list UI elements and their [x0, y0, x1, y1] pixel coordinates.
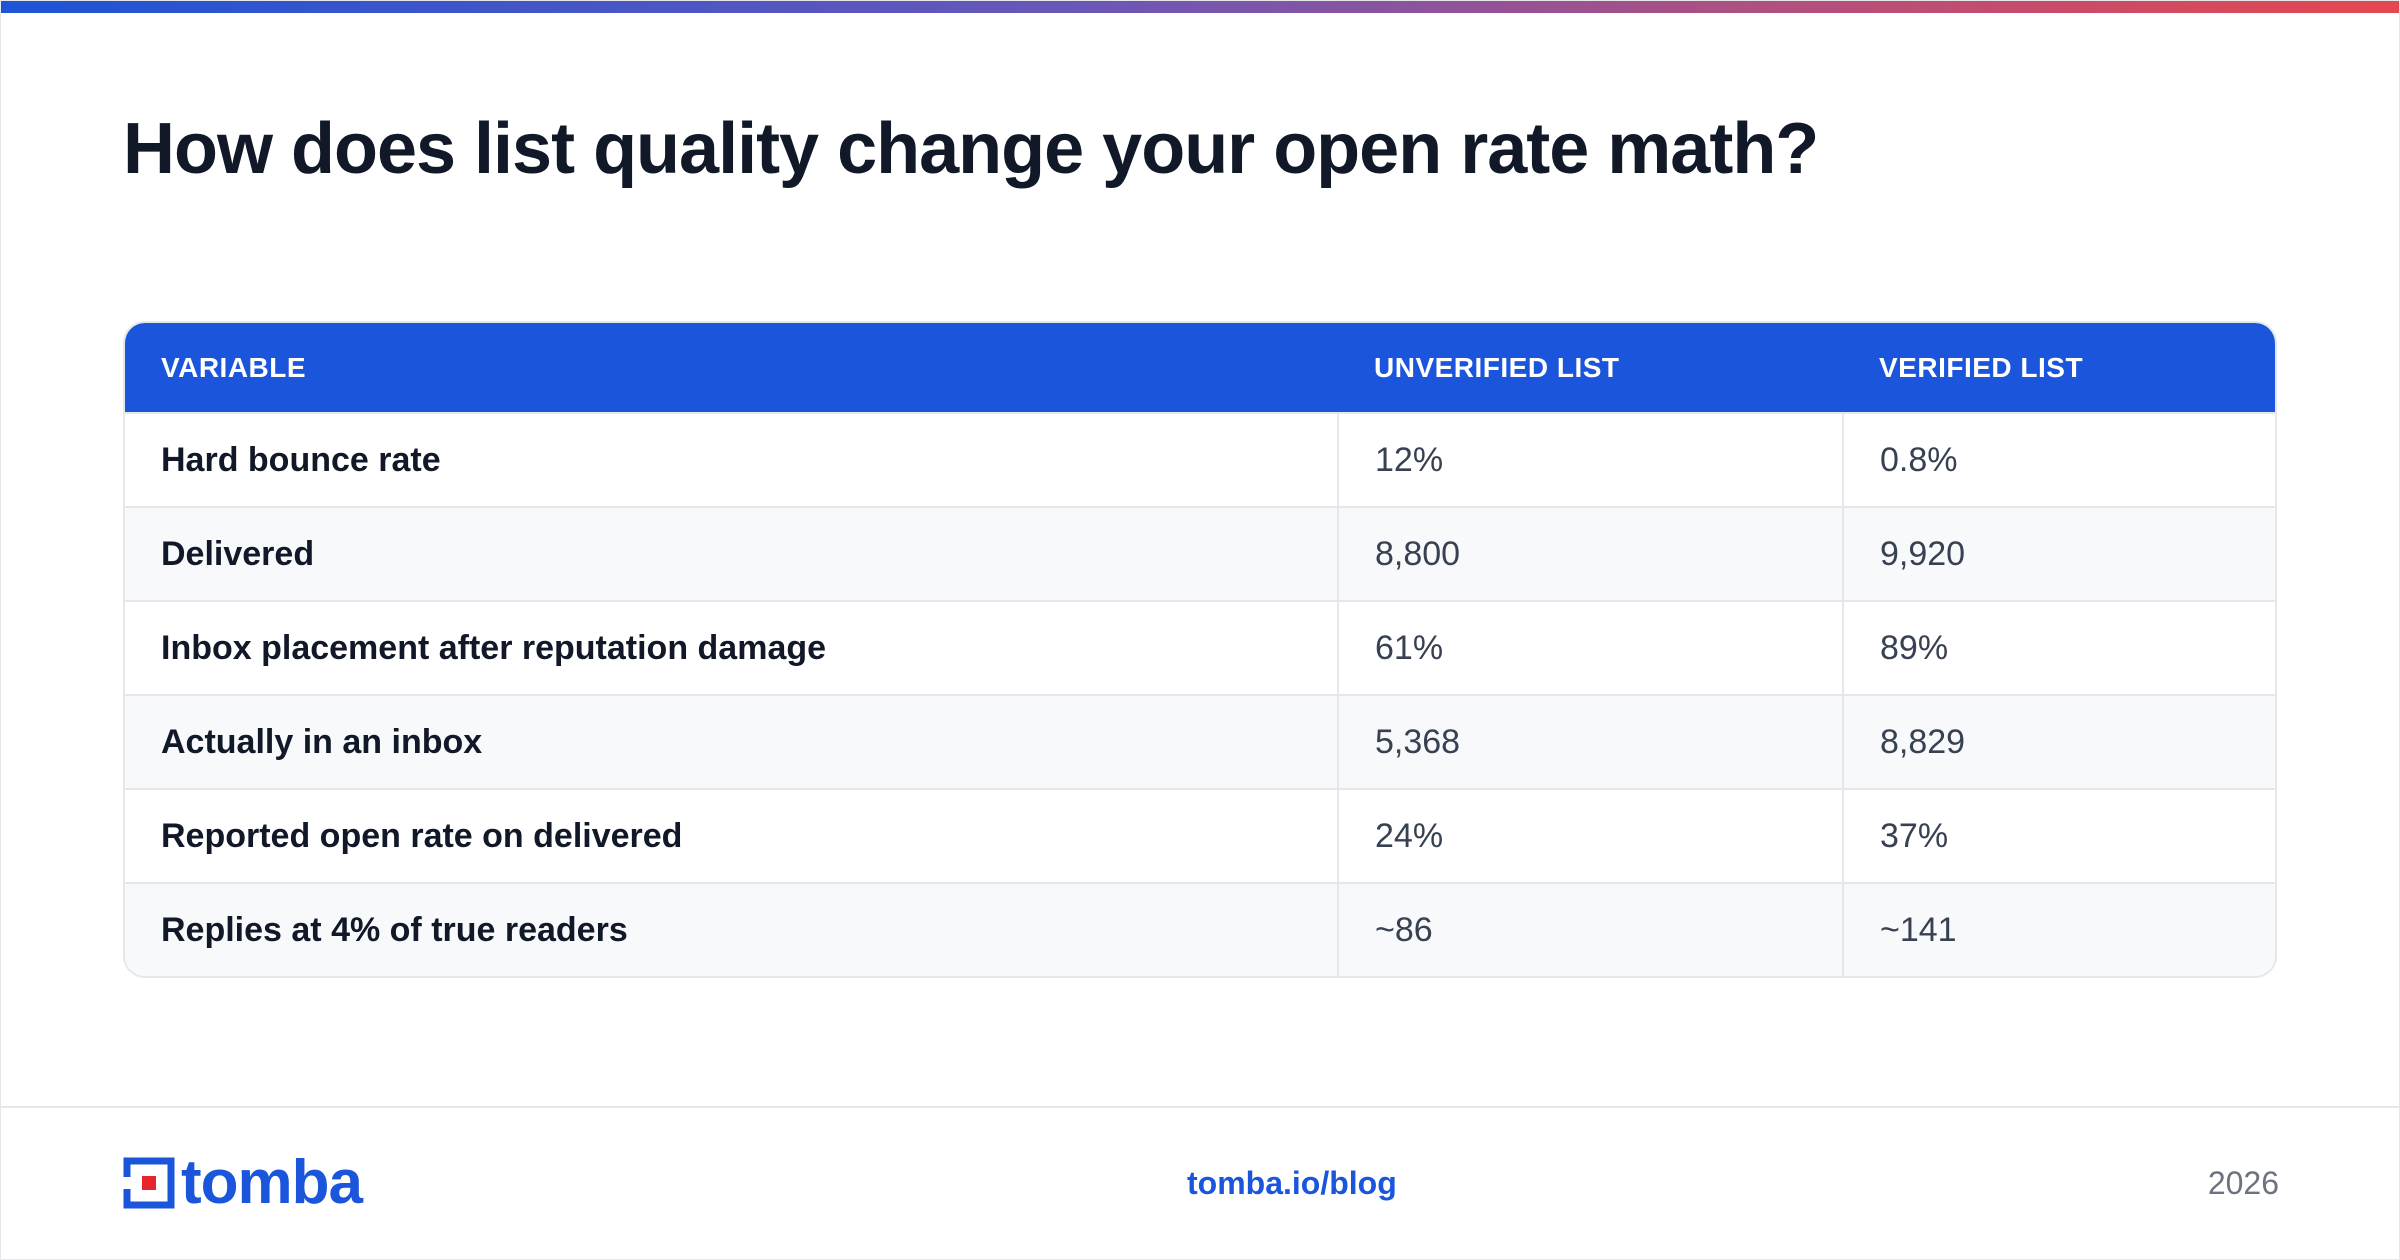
- comparison-table: VARIABLE UNVERIFIED LIST VERIFIED LIST H…: [125, 323, 2275, 976]
- table-header: VARIABLE UNVERIFIED LIST VERIFIED LIST: [125, 323, 2275, 413]
- cell-unverified: 8,800: [1337, 507, 1843, 601]
- cell-variable: Delivered: [161, 534, 315, 573]
- cell-variable: Reported open rate on delivered: [161, 816, 683, 855]
- cell-verified: 0.8%: [1842, 413, 2275, 507]
- cell-variable: Hard bounce rate: [161, 440, 441, 479]
- table-row: Actually in an inbox 5,368 8,829: [125, 695, 2275, 789]
- table-row: Delivered 8,800 9,920: [125, 507, 2275, 601]
- table-row: Inbox placement after reputation damage …: [125, 601, 2275, 695]
- table-row: Replies at 4% of true readers ~86 ~141: [125, 883, 2275, 976]
- table-row: Reported open rate on delivered 24% 37%: [125, 789, 2275, 883]
- comparison-table-container: VARIABLE UNVERIFIED LIST VERIFIED LIST H…: [123, 321, 2277, 978]
- cell-verified: 8,829: [1842, 695, 2275, 789]
- cell-unverified: 61%: [1337, 601, 1843, 695]
- cell-variable: Actually in an inbox: [161, 722, 483, 761]
- cell-unverified: 24%: [1337, 789, 1843, 883]
- gradient-accent-bar: [1, 1, 2399, 13]
- table-header-row: VARIABLE UNVERIFIED LIST VERIFIED LIST: [125, 323, 2275, 413]
- cell-variable: Replies at 4% of true readers: [161, 911, 628, 949]
- cell-variable: Inbox placement after reputation damage: [161, 628, 827, 667]
- cell-unverified: 12%: [1337, 413, 1843, 507]
- tomba-logo[interactable]: tomba: [123, 1148, 363, 1217]
- table-body: Hard bounce rate 12% 0.8% Delivered 8,80…: [125, 413, 2275, 976]
- cell-verified: ~141: [1842, 883, 2275, 976]
- blog-url-link[interactable]: tomba.io/blog: [1187, 1165, 1397, 1201]
- header-verified-list: VERIFIED LIST: [1879, 351, 2084, 383]
- footer-divider: [1, 1106, 2399, 1108]
- cell-verified: 37%: [1842, 789, 2275, 883]
- tomba-logo-icon: [123, 1157, 175, 1209]
- page-title: How does list quality change your open r…: [123, 109, 1819, 189]
- cell-verified: 89%: [1842, 601, 2275, 695]
- header-variable: VARIABLE: [161, 351, 307, 383]
- logo-wordmark: tomba: [181, 1148, 363, 1217]
- cell-verified: 9,920: [1842, 507, 2275, 601]
- cell-unverified: 5,368: [1337, 695, 1843, 789]
- header-unverified-list: UNVERIFIED LIST: [1374, 351, 1620, 383]
- footer-year: 2026: [2207, 1165, 2279, 1201]
- cell-unverified: ~86: [1337, 883, 1843, 976]
- table-row: Hard bounce rate 12% 0.8%: [125, 413, 2275, 507]
